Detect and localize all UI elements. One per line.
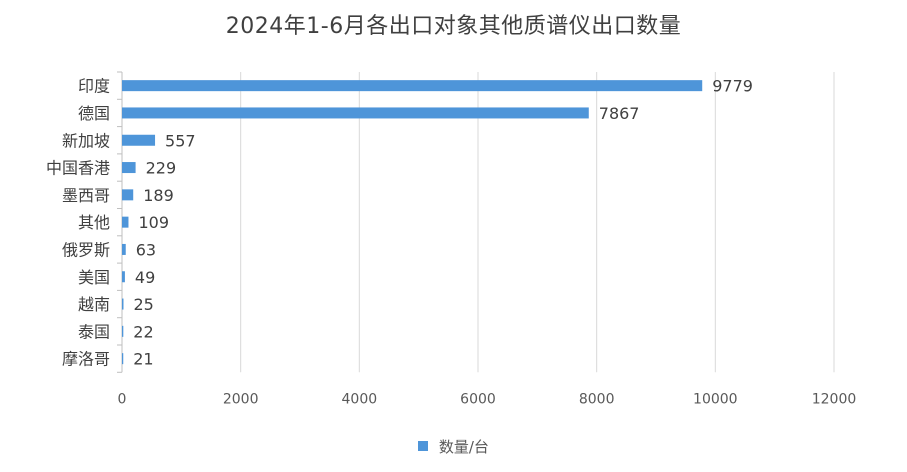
y-category-label: 中国香港 [46, 159, 110, 178]
bar [122, 162, 136, 174]
data-label: 22 [133, 322, 153, 341]
y-category-label: 美国 [78, 268, 110, 287]
y-category-label: 摩洛哥 [62, 350, 110, 369]
data-label: 49 [135, 268, 155, 287]
y-category-label: 印度 [78, 77, 110, 96]
y-category-label: 越南 [78, 295, 110, 314]
bar [122, 271, 125, 283]
data-label: 63 [136, 240, 156, 259]
bar [122, 325, 124, 337]
bar [122, 298, 124, 310]
data-label: 557 [165, 131, 196, 150]
x-tick-label: 10000 [693, 391, 738, 407]
y-category-label: 泰国 [78, 322, 110, 341]
data-label: 7867 [599, 104, 640, 123]
data-label: 109 [138, 213, 169, 232]
x-tick-label: 0 [118, 391, 127, 407]
y-category-label: 新加坡 [62, 131, 110, 150]
data-label: 21 [133, 350, 153, 369]
data-label: 9779 [712, 77, 753, 96]
bar [122, 107, 589, 119]
x-tick-label: 4000 [342, 391, 378, 407]
x-tick-label: 6000 [460, 391, 496, 407]
chart-title: 2024年1-6月各出口对象其他质谱仪出口数量 [225, 14, 682, 39]
x-tick-label: 2000 [223, 391, 259, 407]
y-category-label: 德国 [78, 104, 110, 123]
x-tick-label: 8000 [579, 391, 615, 407]
legend-swatch [418, 440, 429, 451]
bar [122, 216, 129, 228]
legend-label: 数量/台 [438, 438, 489, 456]
data-label: 229 [146, 159, 177, 178]
x-tick-label: 12000 [812, 391, 857, 407]
bar [122, 134, 156, 146]
y-category-label: 其他 [78, 213, 110, 232]
data-label: 25 [133, 295, 153, 314]
bar [122, 189, 134, 201]
y-category-label: 俄罗斯 [62, 240, 110, 259]
y-category-label: 墨西哥 [62, 186, 110, 205]
chart-legend: 数量/台 [0, 436, 907, 457]
data-label: 189 [143, 186, 174, 205]
bar [122, 243, 126, 255]
bar [122, 80, 703, 92]
bar [122, 353, 124, 365]
